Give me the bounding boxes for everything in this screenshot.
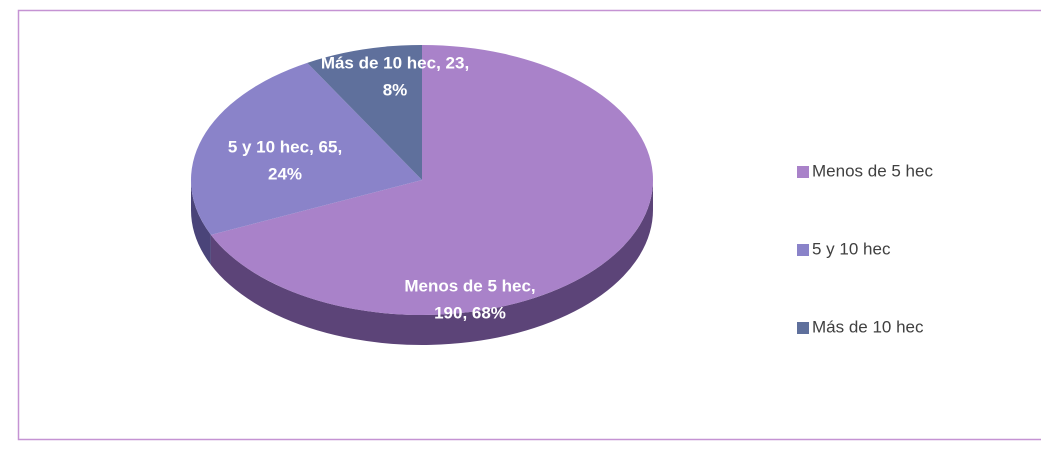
- slice-side: [210, 180, 653, 346]
- data-label: 190, 68%: [434, 303, 506, 322]
- slice: [191, 62, 422, 235]
- legend-label: 5 y 10 hec: [812, 239, 891, 258]
- legend-label: Menos de 5 hec: [812, 161, 933, 180]
- data-label: 8%: [383, 80, 408, 99]
- legend-swatch: [797, 244, 809, 256]
- slice: [210, 45, 653, 315]
- data-label: Más de 10 hec, 23,: [321, 53, 469, 72]
- legend-swatch: [797, 322, 809, 334]
- slice: [307, 45, 422, 180]
- data-label: Menos de 5 hec,: [404, 276, 535, 295]
- data-label: 5 y 10 hec, 65,: [228, 137, 342, 156]
- legend-label: Más de 10 hec: [812, 317, 924, 336]
- data-label: 24%: [268, 164, 302, 183]
- legend-swatch: [797, 166, 809, 178]
- slice-side: [191, 180, 211, 265]
